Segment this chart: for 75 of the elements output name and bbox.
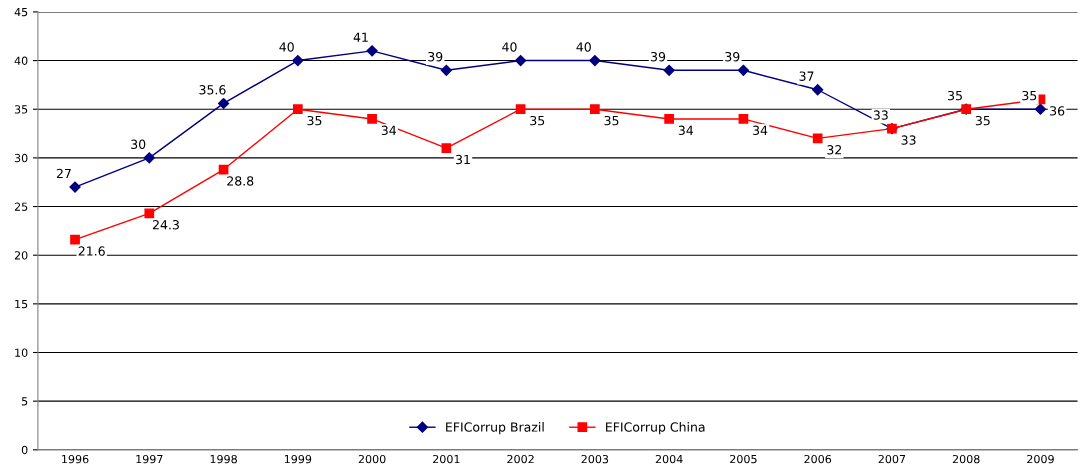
point	[515, 104, 526, 115]
x-tick-label: 2002	[507, 454, 534, 464]
point	[292, 104, 303, 115]
point	[70, 234, 80, 245]
data-label: 35	[604, 115, 619, 126]
legend-label: EFICorrup Brazil	[446, 422, 544, 435]
y-tick-label: 35	[14, 105, 28, 114]
x-tick-label: 2004	[655, 454, 683, 464]
x-tick-label: 2000	[358, 454, 386, 464]
data-label: 34	[381, 125, 397, 136]
point	[144, 208, 155, 219]
x-tick-label: 1997	[136, 454, 163, 464]
y-tick-label: 20	[14, 251, 28, 260]
legend-label: EFICorrup China	[606, 422, 705, 435]
data-label: 27	[56, 168, 71, 179]
data-label: 31	[456, 154, 470, 165]
x-tick-label: 1999	[284, 454, 312, 464]
point	[1034, 103, 1047, 115]
data-label: 28.8	[227, 176, 254, 186]
data-label: 34	[753, 125, 768, 136]
point	[812, 84, 824, 96]
x-tick-label: 2001	[433, 454, 460, 464]
point	[663, 64, 675, 76]
point	[589, 54, 601, 67]
y-tick-label: 40	[14, 56, 28, 65]
data-label: 35.6	[199, 85, 226, 95]
data-label: 24.3	[152, 220, 179, 230]
data-label: 37	[799, 71, 814, 81]
x-tick-label: 1998	[210, 454, 237, 464]
point	[217, 97, 230, 109]
data-label: 35	[948, 90, 962, 101]
y-tick-label: 45	[14, 8, 28, 17]
point	[143, 152, 155, 164]
data-label: 40	[576, 42, 591, 52]
data-label: 35	[530, 115, 545, 126]
data-label: 39	[651, 51, 666, 62]
point	[515, 54, 527, 67]
x-tick-label: 1996	[62, 454, 89, 464]
x-tick-label: 2008	[952, 454, 980, 464]
data-label: 33	[873, 110, 888, 120]
data-label: 36	[1050, 106, 1065, 116]
point	[441, 143, 452, 154]
x-tick-label: 2005	[730, 454, 757, 464]
y-tick-label: 0	[21, 445, 28, 455]
y-tick-label: 30	[14, 153, 28, 163]
x-tick-label: 2007	[878, 454, 906, 464]
data-label: 39	[725, 51, 740, 62]
data-label: 21.6	[78, 246, 105, 256]
point	[812, 133, 823, 144]
point	[292, 54, 304, 67]
point	[440, 64, 452, 76]
data-label: 34	[678, 125, 694, 136]
data-label: 41	[353, 32, 368, 42]
point	[366, 45, 378, 57]
point	[738, 114, 749, 124]
data-label: 40	[502, 42, 517, 52]
data-label: 39	[428, 51, 443, 62]
point	[367, 114, 377, 124]
data-label: 40	[279, 42, 294, 52]
data-label: 35	[307, 115, 322, 126]
point	[590, 104, 600, 115]
data-label: 32	[827, 145, 842, 155]
y-tick-label: 15	[15, 299, 28, 309]
x-tick-label: 2006	[804, 454, 832, 464]
point	[664, 114, 675, 124]
data-label: 30	[131, 139, 146, 149]
x-tick-label: 2009	[1027, 454, 1054, 464]
y-tick-label: 25	[14, 202, 28, 211]
data-label: 35	[975, 115, 990, 126]
y-tick-label: 10	[15, 348, 28, 357]
data-label: 33	[901, 135, 916, 145]
data-label: 35	[1022, 90, 1037, 101]
x-tick-label: 2003	[581, 454, 609, 464]
y-tick-label: 5	[21, 397, 28, 406]
point	[737, 64, 750, 76]
